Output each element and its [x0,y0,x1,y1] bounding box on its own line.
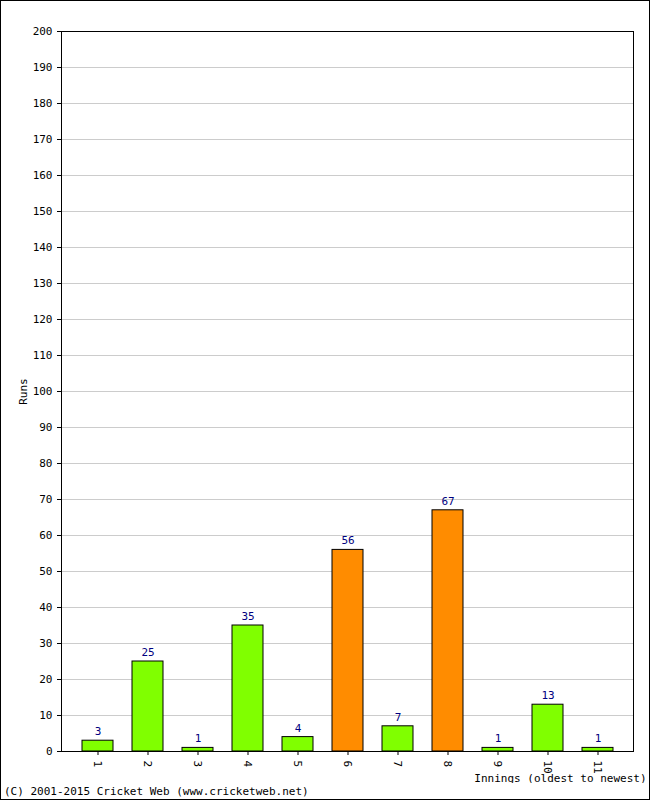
svg-text:6: 6 [341,761,354,768]
svg-text:60: 60 [39,529,52,542]
svg-text:30: 30 [39,637,52,650]
svg-text:7: 7 [395,711,402,724]
svg-text:35: 35 [241,610,254,623]
svg-text:1: 1 [91,761,104,768]
svg-text:9: 9 [491,761,504,768]
svg-text:67: 67 [441,495,454,508]
svg-text:5: 5 [291,761,304,768]
svg-text:11: 11 [591,760,605,774]
svg-text:Runs: Runs [17,378,30,405]
svg-text:180: 180 [33,97,53,110]
svg-text:90: 90 [39,421,52,434]
svg-text:13: 13 [541,689,554,702]
html-text:(C) 2001-2015 Cricket Web (www: (C) 2001-2015 Cricket Web (www.cricketwe… [4,785,309,798]
svg-text:Innings (oldest to newest): Innings (oldest to newest) [474,772,646,784]
svg-text:70: 70 [39,493,52,506]
svg-text:170: 170 [33,133,53,146]
svg-text:0: 0 [46,745,53,758]
svg-text:10: 10 [541,760,555,774]
svg-text:80: 80 [39,457,52,470]
svg-text:20: 20 [39,673,52,686]
svg-text:3: 3 [95,725,102,738]
svg-text:4: 4 [295,722,302,735]
svg-text:1: 1 [195,732,202,745]
svg-text:50: 50 [39,565,52,578]
svg-text:140: 140 [33,241,53,254]
svg-text:7: 7 [391,761,404,768]
svg-text:10: 10 [39,709,52,722]
svg-text:110: 110 [33,349,53,362]
svg-text:25: 25 [141,646,154,659]
svg-text:56: 56 [341,534,354,547]
svg-text:8: 8 [441,761,454,768]
svg-text:4: 4 [241,761,254,768]
svg-text:1: 1 [595,732,602,745]
svg-text:150: 150 [33,205,53,218]
svg-text:130: 130 [33,277,53,290]
svg-text:2: 2 [141,761,154,768]
svg-text:190: 190 [33,61,53,74]
svg-text:200: 200 [33,25,53,38]
svg-text:40: 40 [39,601,52,614]
svg-text:160: 160 [33,169,53,182]
svg-text:3: 3 [191,761,204,768]
svg-text:120: 120 [33,313,53,326]
svg-text:1: 1 [495,732,502,745]
svg-text:100: 100 [33,385,53,398]
